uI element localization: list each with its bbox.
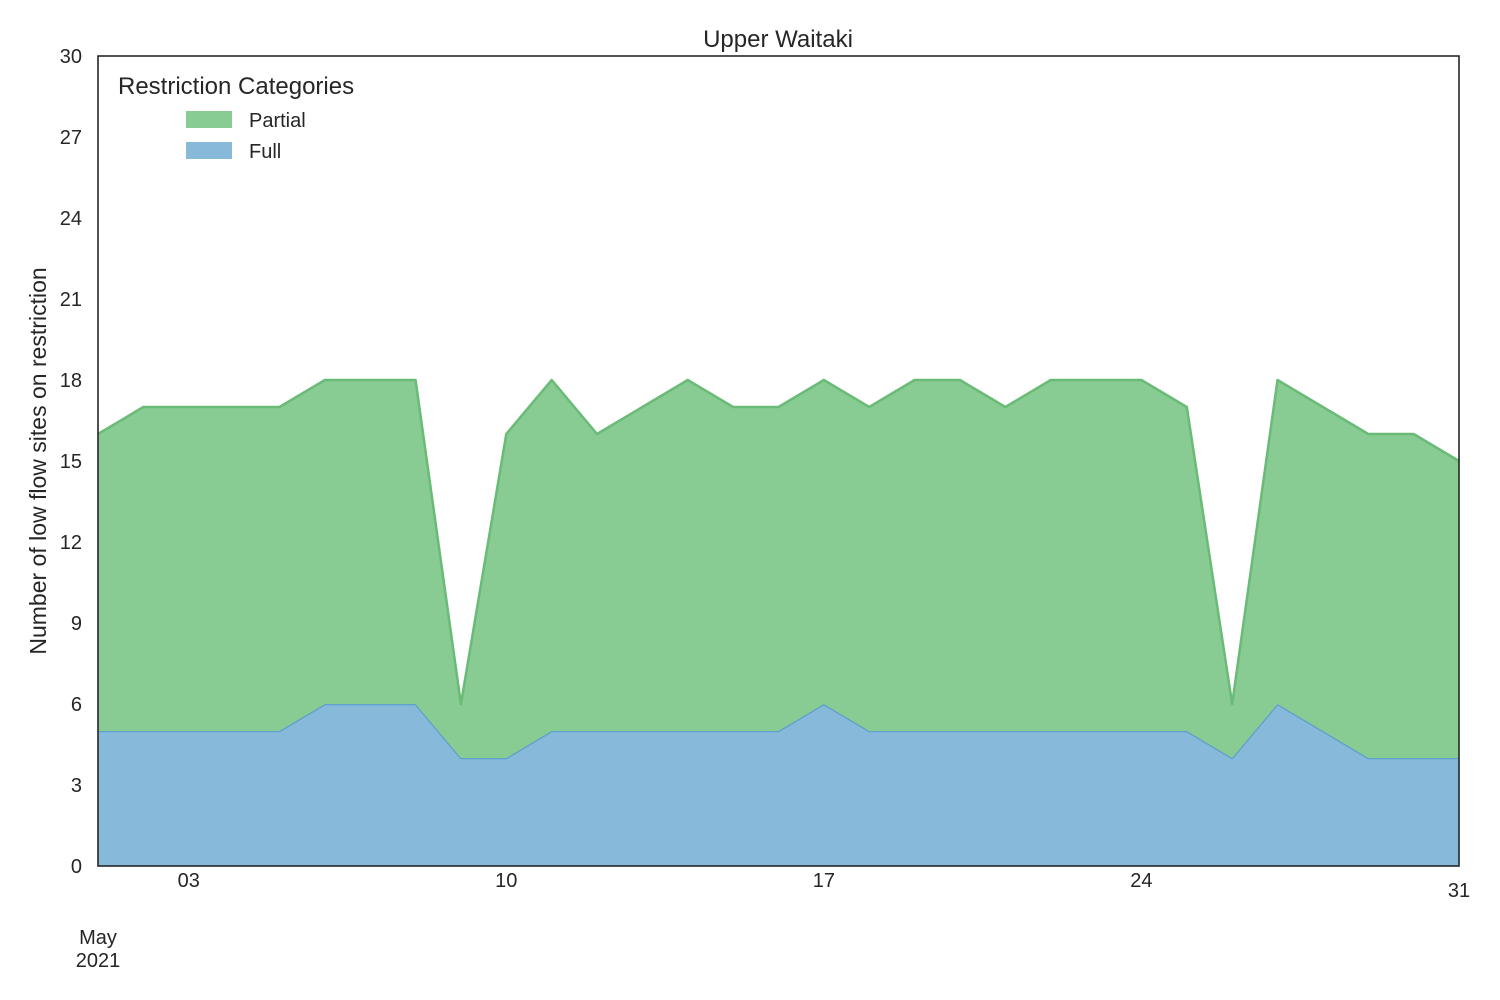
x-tick-label: 24: [1130, 870, 1152, 892]
y-tick-label: 3: [71, 775, 82, 797]
chart-title: Upper Waitaki: [703, 26, 853, 53]
y-tick-label: 6: [71, 694, 82, 716]
y-axis-ticks: 0 3 6 9 12 15 18 21 24 27 30: [60, 46, 82, 878]
legend-label-full: Full: [249, 141, 281, 163]
x-offset-year: 2021: [76, 950, 121, 972]
legend-swatch-partial: [186, 111, 232, 128]
y-axis-label: Number of low flow sites on restriction: [25, 267, 51, 654]
y-tick-label: 30: [60, 46, 82, 68]
legend: Restriction Categories Partial Full: [118, 73, 354, 163]
x-tick-label: 03: [178, 870, 200, 892]
x-offset-month: May: [79, 927, 117, 949]
y-tick-label: 12: [60, 532, 82, 554]
y-tick-label: 27: [60, 127, 82, 149]
area-layer: [97, 378, 1460, 866]
area-full: [98, 704, 1459, 866]
y-tick-label: 21: [60, 289, 82, 311]
area-partial: [98, 380, 1459, 758]
x-tick-label: 10: [495, 870, 517, 892]
legend-label-partial: Partial: [249, 110, 306, 132]
plot-frame: [97, 55, 1460, 867]
x-axis-ticks: 03 10 17 24 31: [178, 870, 1471, 902]
y-tick-label: 9: [71, 613, 82, 635]
y-tick-label: 0: [71, 856, 82, 878]
x-tick-label: 17: [813, 870, 835, 892]
x-tick-label: 31: [1448, 880, 1470, 902]
line-partial: [97, 378, 1460, 706]
legend-title: Restriction Categories: [118, 73, 354, 100]
y-tick-label: 24: [60, 208, 82, 230]
y-tick-label: 18: [60, 370, 82, 392]
y-tick-label: 15: [60, 451, 82, 473]
legend-swatch-full: [186, 142, 232, 159]
